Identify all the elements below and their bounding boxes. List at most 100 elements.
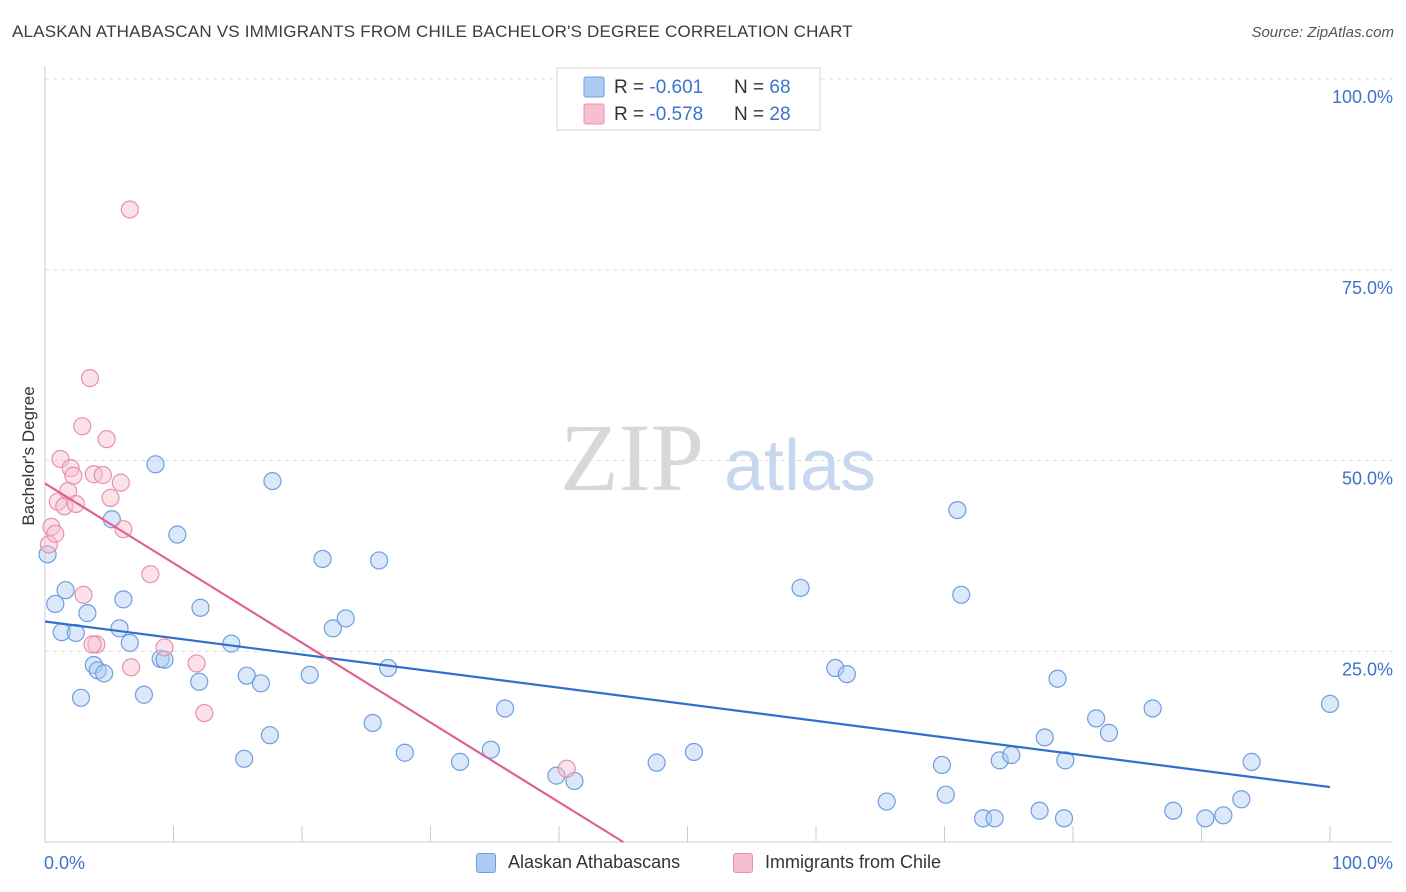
grid-lines bbox=[45, 78, 1392, 652]
data-point bbox=[1030, 801, 1049, 820]
data-point bbox=[55, 497, 74, 516]
data-point bbox=[1320, 694, 1340, 713]
legend-row-1: R = -0.601 N = 68 bbox=[614, 77, 791, 98]
y-tick-label: 100.0% bbox=[1332, 87, 1393, 107]
data-point bbox=[235, 749, 254, 768]
data-point bbox=[300, 665, 319, 685]
legend-r-value: -0.601 bbox=[649, 77, 703, 98]
data-point bbox=[120, 200, 139, 219]
data-point bbox=[251, 674, 270, 693]
data-point bbox=[1054, 809, 1074, 828]
data-point bbox=[336, 609, 355, 628]
data-point bbox=[71, 688, 91, 707]
watermark-zip: ZIP bbox=[560, 404, 704, 511]
y-tick-label: 75.0% bbox=[1342, 278, 1393, 298]
data-point bbox=[370, 551, 389, 570]
legend-bottom: Alaskan Athabascans Immigrants from Chil… bbox=[0, 852, 1406, 878]
data-point bbox=[1232, 790, 1251, 809]
data-point bbox=[87, 635, 106, 654]
legend-item-alaskan-athabascans: Alaskan Athabascans bbox=[476, 852, 680, 873]
legend-n-label: N = bbox=[734, 77, 769, 98]
data-point bbox=[187, 654, 206, 673]
data-point bbox=[95, 664, 114, 683]
trend-line-pink bbox=[44, 482, 624, 843]
legend-swatch bbox=[733, 852, 753, 873]
data-point bbox=[83, 635, 102, 654]
legend-r-label: R = bbox=[614, 77, 649, 98]
data-point bbox=[450, 752, 470, 771]
data-point bbox=[1048, 669, 1067, 688]
data-point bbox=[56, 581, 75, 600]
series-alaskan-athabascans bbox=[38, 455, 1340, 828]
data-point bbox=[93, 465, 112, 485]
data-point bbox=[121, 658, 141, 677]
data-point bbox=[557, 759, 576, 778]
x-tick-label: 0.0% bbox=[44, 853, 85, 873]
data-point bbox=[1035, 728, 1054, 747]
data-point bbox=[1143, 699, 1162, 718]
data-point bbox=[73, 417, 92, 436]
watermark-atlas: atlas bbox=[724, 426, 876, 506]
legend-label: Alaskan Athabascans bbox=[508, 852, 681, 872]
legend-swatch-pink bbox=[583, 103, 605, 125]
data-point bbox=[111, 473, 130, 492]
data-point bbox=[481, 740, 500, 759]
data-point bbox=[985, 809, 1004, 828]
legend-swatch-blue bbox=[583, 76, 605, 98]
data-point bbox=[990, 751, 1009, 770]
data-point bbox=[46, 594, 65, 614]
data-point bbox=[78, 603, 97, 623]
data-point bbox=[74, 585, 93, 604]
data-point bbox=[237, 666, 256, 685]
data-point bbox=[826, 658, 845, 678]
data-point bbox=[263, 472, 282, 491]
data-point bbox=[39, 535, 58, 554]
watermark: ZIP atlas bbox=[560, 404, 876, 511]
data-point bbox=[313, 549, 332, 569]
data-point bbox=[948, 500, 967, 520]
data-point bbox=[97, 430, 116, 449]
data-point bbox=[222, 634, 241, 653]
data-point bbox=[110, 619, 129, 638]
data-point bbox=[195, 703, 214, 723]
data-point bbox=[877, 792, 896, 811]
data-point bbox=[837, 665, 856, 684]
data-point bbox=[101, 488, 120, 507]
data-point bbox=[1214, 806, 1233, 825]
data-point bbox=[936, 785, 955, 804]
data-point bbox=[395, 743, 414, 762]
data-point bbox=[168, 525, 187, 544]
data-point bbox=[1242, 752, 1261, 771]
data-point bbox=[1002, 745, 1021, 765]
data-point bbox=[260, 726, 279, 745]
chart-title: ALASKAN ATHABASCAN VS IMMIGRANTS FROM CH… bbox=[12, 22, 853, 41]
legend-n-label: N = bbox=[734, 104, 769, 125]
data-point bbox=[378, 658, 398, 678]
legend-row-2: R = -0.578 N = 28 bbox=[614, 104, 791, 125]
data-point bbox=[791, 578, 810, 598]
data-point bbox=[684, 742, 704, 762]
legend-swatch bbox=[476, 852, 496, 873]
data-point bbox=[46, 524, 65, 543]
data-point bbox=[114, 590, 133, 609]
x-tick-label: 100.0% bbox=[1332, 853, 1393, 873]
data-point bbox=[80, 368, 100, 388]
data-point bbox=[141, 565, 160, 584]
legend-n-value: 68 bbox=[769, 77, 790, 98]
legend-item-immigrants-from-chile: Immigrants from Chile bbox=[733, 852, 941, 873]
legend-top: R = -0.601 N = 68 R = -0.578 N = 28 bbox=[556, 67, 821, 131]
data-point bbox=[64, 466, 83, 485]
data-point bbox=[495, 699, 515, 718]
data-point bbox=[51, 449, 70, 469]
data-point bbox=[547, 766, 566, 785]
data-point bbox=[190, 672, 209, 691]
y-axis-label: Bachelor's Degree bbox=[19, 386, 38, 525]
tick-labels: 100.0% 75.0% 50.0% 25.0% 0.0% 100.0% bbox=[44, 87, 1393, 873]
data-point bbox=[932, 755, 952, 775]
data-point bbox=[1087, 709, 1106, 728]
legend-r-label: R = bbox=[614, 104, 649, 125]
y-tick-label: 50.0% bbox=[1342, 469, 1393, 489]
data-point bbox=[1099, 723, 1119, 742]
data-point bbox=[134, 685, 154, 704]
